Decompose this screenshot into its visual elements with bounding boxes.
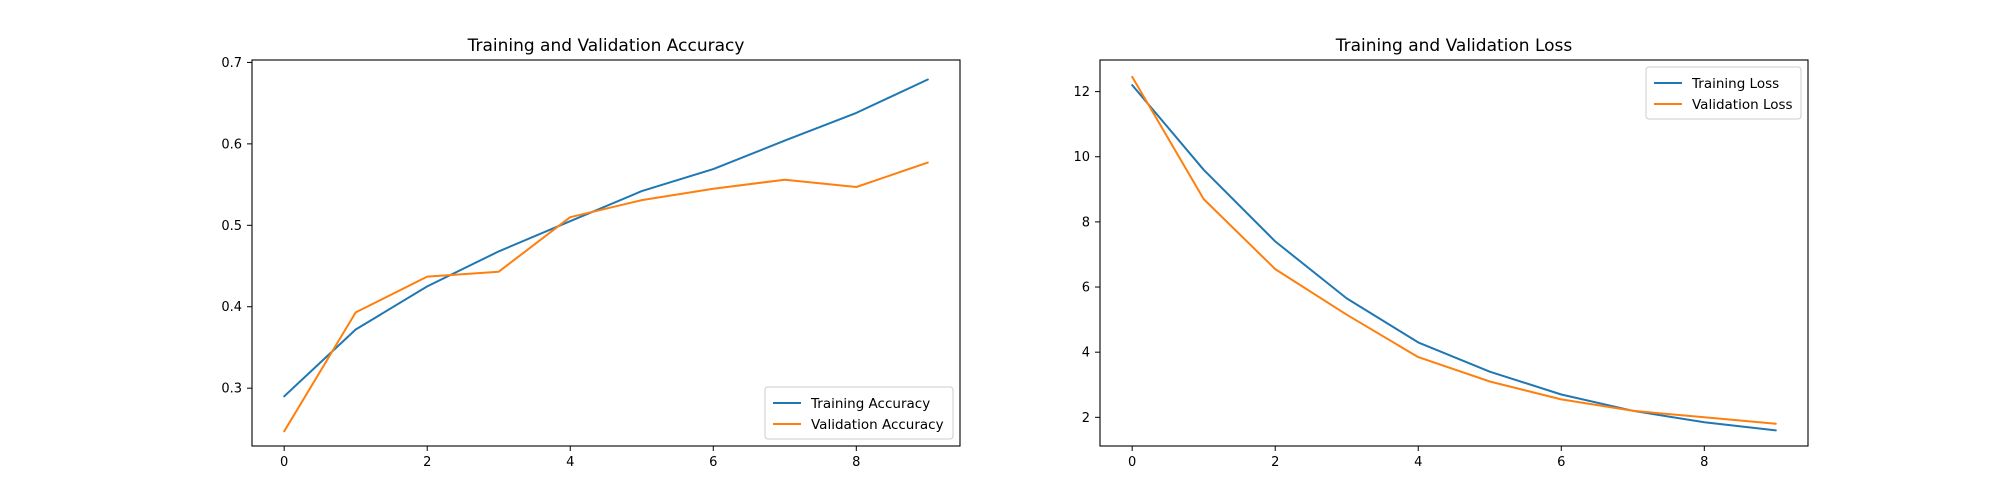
x-tick-label: 0 bbox=[1128, 455, 1136, 470]
x-tick-label: 2 bbox=[423, 455, 431, 470]
axes-frame bbox=[1099, 59, 1809, 447]
legend-box bbox=[764, 386, 954, 440]
x-tick-label: 2 bbox=[1271, 455, 1279, 470]
axes-frame bbox=[251, 59, 961, 447]
y-tick-label: 8 bbox=[1082, 215, 1090, 230]
y-tick-label: 6 bbox=[1082, 281, 1090, 296]
series-line-validation-accuracy bbox=[283, 161, 929, 433]
y-tick-label: 12 bbox=[1073, 85, 1090, 100]
x-tick-label: 6 bbox=[709, 455, 717, 470]
chart-title: Training and Validation Accuracy bbox=[467, 36, 745, 56]
legend-label: Training Loss bbox=[1691, 76, 1779, 92]
legend-label: Training Accuracy bbox=[810, 396, 930, 412]
x-tick-label: 4 bbox=[566, 455, 574, 470]
x-tick-label: 4 bbox=[1414, 455, 1422, 470]
series-line-training-accuracy bbox=[283, 78, 929, 398]
x-tick-label: 6 bbox=[1557, 455, 1565, 470]
series-line-training-loss bbox=[1131, 84, 1777, 432]
plot-area: 0 2 4 6 8 2 4 6 8 10 12 Training Loss Validation Los… bbox=[1073, 66, 1802, 470]
y-tick-label: 0.3 bbox=[221, 382, 242, 397]
legend-label: Validation Loss bbox=[1692, 97, 1793, 113]
y-tick-label: 0.4 bbox=[221, 300, 242, 315]
accuracy-chart: Training and Validation Accuracy 0 2 4 6 8 0.… bbox=[221, 36, 961, 470]
chart-title: Training and Validation Loss bbox=[1335, 36, 1573, 56]
y-tick-label: 0.5 bbox=[221, 219, 242, 234]
legend: Training Loss Validation Loss bbox=[1645, 66, 1802, 120]
x-tick-label: 8 bbox=[852, 455, 860, 470]
y-tick-label: 2 bbox=[1082, 411, 1090, 426]
y-tick-label: 10 bbox=[1073, 150, 1090, 165]
series-line-validation-loss bbox=[1131, 75, 1777, 425]
loss-chart: Training and Validation Loss 0 2 4 6 8 2 4 6 8 10… bbox=[1073, 36, 1809, 470]
legend-label: Validation Accuracy bbox=[811, 417, 944, 433]
x-tick-label: 0 bbox=[280, 455, 288, 470]
legend-box bbox=[1645, 66, 1802, 120]
y-tick-label: 0.7 bbox=[221, 56, 242, 71]
y-tick-label: 4 bbox=[1082, 346, 1090, 361]
y-tick-label: 0.6 bbox=[221, 137, 242, 152]
plot-area: 0 2 4 6 8 0.3 0.4 0.5 0.6 0.7 Training Accuracy Val… bbox=[221, 56, 954, 470]
legend: Training Accuracy Validation Accuracy bbox=[764, 386, 954, 440]
x-tick-label: 8 bbox=[1700, 455, 1708, 470]
